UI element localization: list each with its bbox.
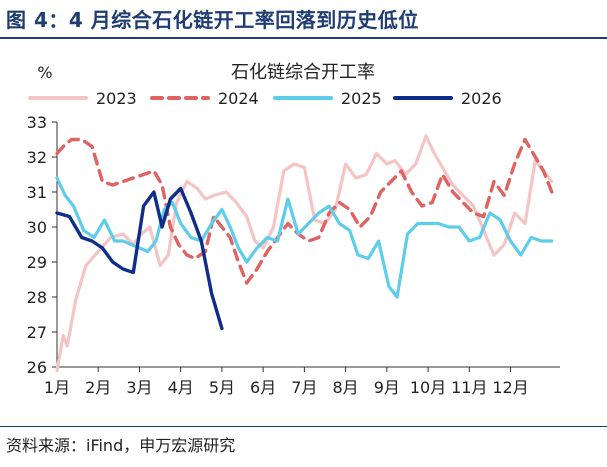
title-rule [0, 37, 607, 39]
series-line-2023 [55, 134, 554, 373]
x-tick-label: 2月 [85, 378, 111, 397]
figure-title: 图 4：4 月综合石化链开工率回落到历史低位 [6, 8, 419, 32]
x-tick-label: 5月 [209, 378, 235, 397]
x-tick-label: 12月 [492, 378, 528, 397]
legend-label-2026: 2026 [461, 89, 502, 108]
x-tick-label: 8月 [333, 378, 359, 397]
legend-label-2024: 2024 [218, 89, 259, 108]
y-tick-label: 33 [27, 113, 47, 132]
x-tick-label: 3月 [126, 378, 152, 397]
legend-label-2025: 2025 [341, 89, 382, 108]
x-tick-label: 7月 [291, 378, 317, 397]
x-tick-label: 4月 [168, 378, 194, 397]
series-line-2026 [55, 186, 224, 331]
y-axis: 26 27 28 29 30 31 32 33 [27, 113, 58, 377]
y-tick-label: 29 [27, 253, 47, 272]
series-line-2025 [55, 176, 554, 299]
x-tick-label: 9月 [374, 378, 400, 397]
y-tick-label: 27 [27, 323, 47, 342]
chart-title: 石化链综合开工率 [231, 62, 375, 83]
y-tick-label: 30 [27, 218, 47, 237]
series-layer [55, 134, 554, 373]
y-axis-label: % [37, 63, 52, 82]
source-note: 资料来源：iFind，申万宏源研究 [6, 436, 236, 455]
x-tick-label: 11月 [451, 378, 487, 397]
y-tick-label: 32 [27, 148, 47, 167]
y-tick-label: 26 [27, 358, 47, 377]
legend: 2023 2024 2025 2026 [28, 89, 502, 108]
legend-label-2023: 2023 [96, 89, 137, 108]
x-tick-label: 10月 [410, 378, 446, 397]
x-tick-label: 6月 [250, 378, 276, 397]
y-tick-label: 28 [27, 288, 47, 307]
line-chart: 石化链综合开工率 % 2023 2024 2025 2026 26 27 28 29 30 31… [27, 62, 560, 397]
series-line-2024 [55, 137, 554, 285]
x-axis: 1月 2月 3月 4月 5月 6月 7月 8月 9月 10月 11月 12月 [44, 366, 560, 397]
y-tick-label: 31 [27, 183, 47, 202]
x-tick-label: 1月 [44, 378, 70, 397]
source-rule [0, 426, 607, 427]
